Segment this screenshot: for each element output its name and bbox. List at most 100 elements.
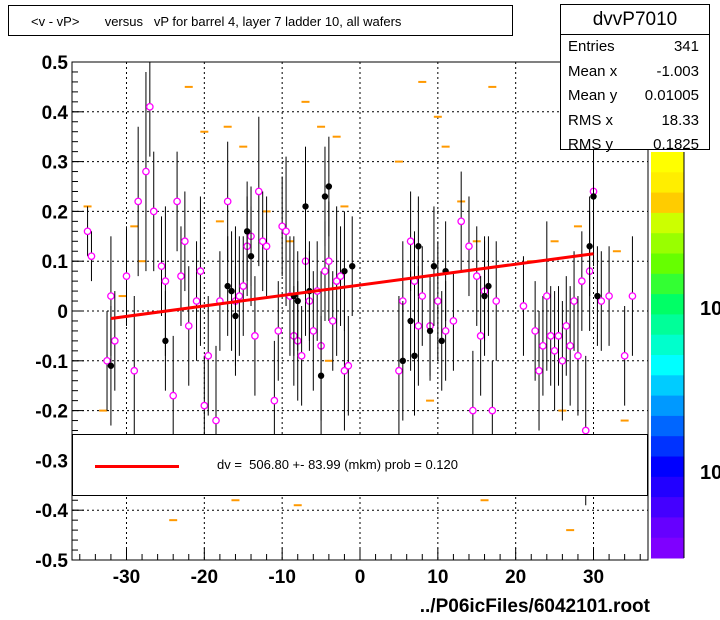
open-point	[107, 292, 115, 300]
open-point	[204, 351, 213, 360]
open-point	[223, 197, 232, 206]
open-point	[103, 356, 111, 365]
open-point	[539, 342, 547, 350]
color-palette	[651, 152, 685, 559]
stats-value: 0.1825	[653, 136, 699, 153]
filled-point	[325, 183, 333, 190]
open-point	[157, 262, 166, 271]
y-tick-label: 0.4	[42, 103, 69, 124]
filled-point	[321, 193, 329, 200]
filled-point	[485, 282, 492, 290]
open-point	[181, 237, 189, 246]
filled-point	[302, 203, 309, 210]
filled-point	[590, 193, 597, 200]
x-tick-label: -10	[268, 567, 295, 588]
stats-value: 341	[673, 38, 699, 55]
filled-point	[415, 243, 422, 250]
y-tick-label: 0	[57, 302, 68, 323]
open-point	[212, 416, 220, 425]
open-point	[83, 227, 92, 236]
open-point	[184, 322, 193, 330]
y-tick-label: -0.3	[35, 451, 68, 472]
open-point	[122, 272, 131, 280]
open-point	[200, 401, 209, 410]
open-point	[239, 282, 248, 290]
x-tick-label: -30	[113, 567, 140, 588]
palette-swatch	[651, 294, 684, 315]
open-point	[192, 297, 201, 305]
open-point	[340, 366, 349, 375]
stats-label: Entries	[568, 38, 615, 55]
filled-point	[232, 312, 239, 320]
filled-point	[341, 267, 348, 275]
filled-point	[407, 317, 414, 325]
stats-label: RMS x	[568, 111, 613, 129]
stats-label: RMS y	[568, 136, 613, 153]
filled-point	[294, 297, 301, 305]
open-point	[406, 237, 415, 246]
y-tick-label: 0.5	[42, 53, 69, 74]
legend-fit-line-swatch	[95, 465, 179, 468]
open-point	[274, 327, 283, 335]
axes: -30 -20 -10 0 10 20 30 -0.5 -0.4 -0.3 -0.2 -0.1 0 0.1…	[35, 53, 641, 588]
open-point	[546, 332, 555, 340]
filled-point	[107, 362, 115, 369]
open-point	[519, 302, 528, 310]
open-point	[488, 406, 497, 415]
stats-row-mean-x: Mean x -1.003	[561, 60, 709, 85]
x-tick-label: 0	[355, 567, 366, 588]
file-label: ../P06icFiles/6042101.root	[419, 596, 650, 617]
y-tick-label: 0.3	[42, 153, 68, 174]
open-point	[550, 346, 559, 355]
stats-histogram-name: dvvP7010	[561, 5, 709, 35]
x-tick-label: 10	[427, 567, 448, 588]
open-point	[597, 297, 606, 305]
palette-swatch	[651, 395, 684, 417]
palette-label: 10	[700, 462, 720, 484]
y-tick-label: -0.1	[35, 352, 68, 373]
palette-swatch	[651, 273, 684, 295]
filled-point	[438, 337, 445, 345]
filled-point	[317, 372, 325, 379]
palette-swatch	[651, 172, 684, 194]
open-point	[173, 197, 181, 206]
filled-point	[399, 357, 407, 364]
filled-point	[228, 287, 235, 295]
open-point	[574, 351, 582, 360]
palette-swatch	[651, 314, 684, 336]
open-point	[542, 292, 551, 300]
palette-swatch	[651, 436, 684, 457]
y-tick-label: -0.5	[35, 551, 68, 572]
palette-swatch	[651, 152, 684, 173]
open-point	[258, 237, 267, 246]
open-point	[570, 297, 578, 305]
open-point	[465, 242, 473, 251]
palette-swatch	[651, 233, 684, 254]
y-tick-label: -0.4	[35, 501, 68, 522]
open-point	[531, 327, 539, 335]
legend-fit-text: dv = 506.80 +- 83.99 (mkm) prob = 0.120	[217, 457, 459, 472]
y-tick-label: 0.1	[42, 252, 69, 273]
open-point	[336, 272, 345, 280]
open-point	[492, 297, 501, 305]
open-point	[235, 292, 244, 300]
open-point	[196, 267, 205, 276]
open-point	[566, 342, 575, 350]
filled-point	[586, 243, 593, 250]
stats-label: Mean x	[568, 62, 618, 80]
open-point	[169, 391, 178, 400]
filled-point	[426, 327, 434, 335]
open-point	[472, 272, 481, 280]
open-point	[441, 327, 450, 335]
open-point	[325, 257, 333, 266]
filled-point	[162, 337, 169, 345]
stats-row-rms-x: RMS x 18.33	[561, 109, 709, 134]
filled-point	[243, 228, 251, 235]
palette-swatch	[651, 212, 684, 234]
data-marks	[83, 62, 637, 532]
open-point	[457, 217, 466, 226]
open-point	[577, 277, 586, 285]
palette-label: 10	[700, 298, 720, 320]
open-point	[332, 277, 341, 285]
open-point	[282, 227, 290, 236]
